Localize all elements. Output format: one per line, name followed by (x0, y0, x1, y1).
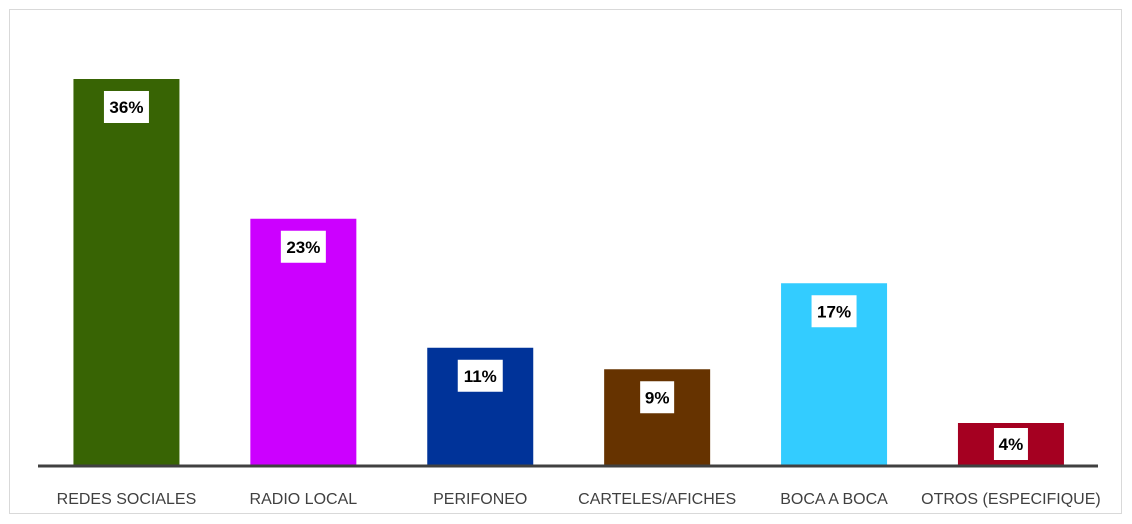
data-label: 23% (286, 238, 320, 257)
category-label: BOCA A BOCA (780, 491, 888, 508)
data-label-box (280, 230, 326, 263)
data-label: 11% (464, 367, 497, 386)
category-label: CARTELES/AFICHES (578, 491, 736, 508)
data-label-box (640, 381, 675, 414)
category-label: OTROS (ESPECIFIQUE) (921, 491, 1101, 508)
data-label: 4% (999, 435, 1024, 454)
category-label: RADIO LOCAL (250, 491, 358, 508)
data-label: 9% (645, 388, 670, 407)
data-label-box (811, 295, 857, 328)
bar (73, 79, 180, 466)
data-label: 36% (109, 98, 143, 117)
category-label: PERIFONEO (433, 491, 527, 508)
data-label: 17% (817, 302, 851, 321)
chart-frame (9, 9, 1122, 514)
data-label-box (993, 428, 1028, 460)
category-label: REDES SOCIALES (57, 491, 197, 508)
data-label-box (103, 91, 149, 123)
data-label-box (457, 359, 503, 392)
